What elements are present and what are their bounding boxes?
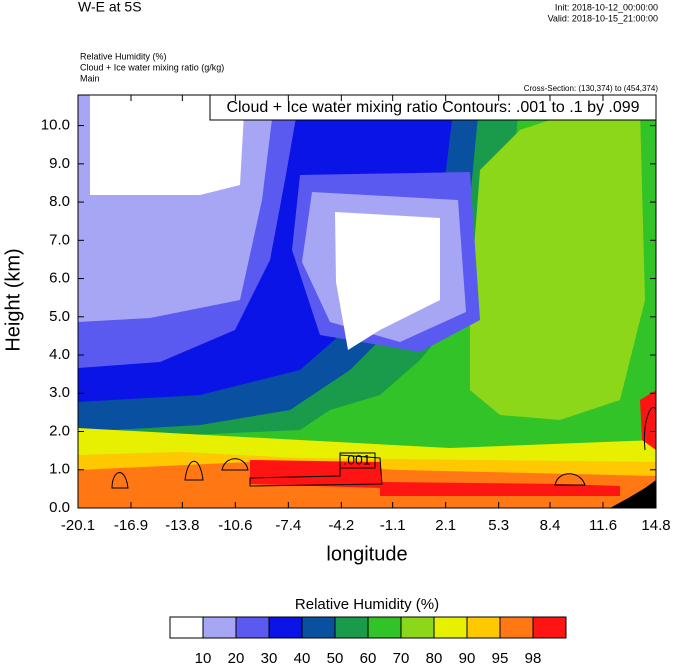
init-time: Init: 2018-10-12_00:00:00 [555,2,658,12]
colorbar-box [400,616,435,639]
colorbar-box [202,616,237,639]
colorbar-box [334,616,369,639]
contour-info: Cloud + Ice water mixing ratio Contours:… [226,99,639,116]
colorbar-label: 30 [261,650,278,667]
colorbar-box [268,616,303,639]
cloud-contour [554,473,586,486]
terrain [610,480,656,508]
rh-region [90,95,245,195]
field-name: Cloud + Ice water mixing ratio (g/kg) [80,62,224,72]
colorbar-title: Relative Humidity (%) [295,596,439,613]
y-tick-label: 2.0 [49,422,70,439]
y-tick-label: 5.0 [49,308,70,325]
x-tick-label: 11.6 [589,517,617,534]
colorbar-box [499,616,534,639]
x-tick-label: -7.4 [275,517,301,534]
plot-frame [77,94,657,509]
colorbar-box [301,616,336,639]
x-tick-label: 14.8 [641,517,670,534]
colorbar-label: 40 [294,650,311,667]
colorbar-label: 10 [195,650,212,667]
contour-label-box [339,452,376,469]
x-tick-label: -16.9 [114,517,148,534]
x-tick-label: 2.1 [435,517,456,534]
cloud-contour [221,458,249,471]
colorbar-label: 98 [525,650,542,667]
x-axis-label: longitude [326,543,407,565]
colorbar-label: 20 [228,650,245,667]
cloud-contour [249,454,383,487]
colorbar-box [367,616,402,639]
colorbar-box [532,616,567,639]
colorbar-box [169,616,204,639]
plot-area: .001 Cloud + Ice water mixing ratio Conto… [77,94,657,509]
x-tick-label: -1.1 [380,517,406,534]
rh-region [250,460,382,488]
x-tick-label: -10.6 [218,517,252,534]
x-tick-label: -20.1 [61,517,95,534]
colorbar-box [433,616,468,639]
field-name: Relative Humidity (%) [80,51,167,61]
colorbar-label: 95 [492,650,509,667]
x-tick-label: -4.2 [328,517,354,534]
y-tick-label: 0.0 [49,499,70,516]
y-tick-label: 8.0 [49,193,70,210]
field-name: Main [80,73,100,83]
rh-region [335,212,440,350]
x-tick-label: 5.3 [488,517,509,534]
y-tick-label: 1.0 [49,461,70,478]
colorbar-label: 90 [459,650,476,667]
rh-region [470,110,645,420]
y-tick-label: 10.0 [41,117,70,134]
colorbar-box [466,616,501,639]
field [78,95,656,508]
y-tick-label: 6.0 [49,270,70,287]
valid-time: Valid: 2018-10-15_21:00:00 [548,13,658,23]
cloud-contour [184,460,204,481]
chart-title: W-E at 5S [78,0,142,15]
cross-section: Cross-Section: (130,374) to (454,374) [524,84,659,93]
y-tick-label: 9.0 [49,155,70,172]
cloud-contour [111,472,129,489]
y-tick-label: 7.0 [49,231,70,248]
x-tick-label: -13.8 [165,517,199,534]
y-tick-label: 4.0 [49,346,70,363]
colorbar-box [235,616,270,639]
colorbar-label: 70 [393,650,410,667]
y-tick-label: 3.0 [49,384,70,401]
y-axis-label: Height (km) [2,248,24,351]
contour-label: .001 [343,452,370,468]
colorbar-label: 60 [360,650,377,667]
x-tick-label: 8.4 [540,517,561,534]
colorbar-label: 50 [327,650,344,667]
colorbar-label: 80 [426,650,443,667]
cloud-contour [643,407,656,451]
